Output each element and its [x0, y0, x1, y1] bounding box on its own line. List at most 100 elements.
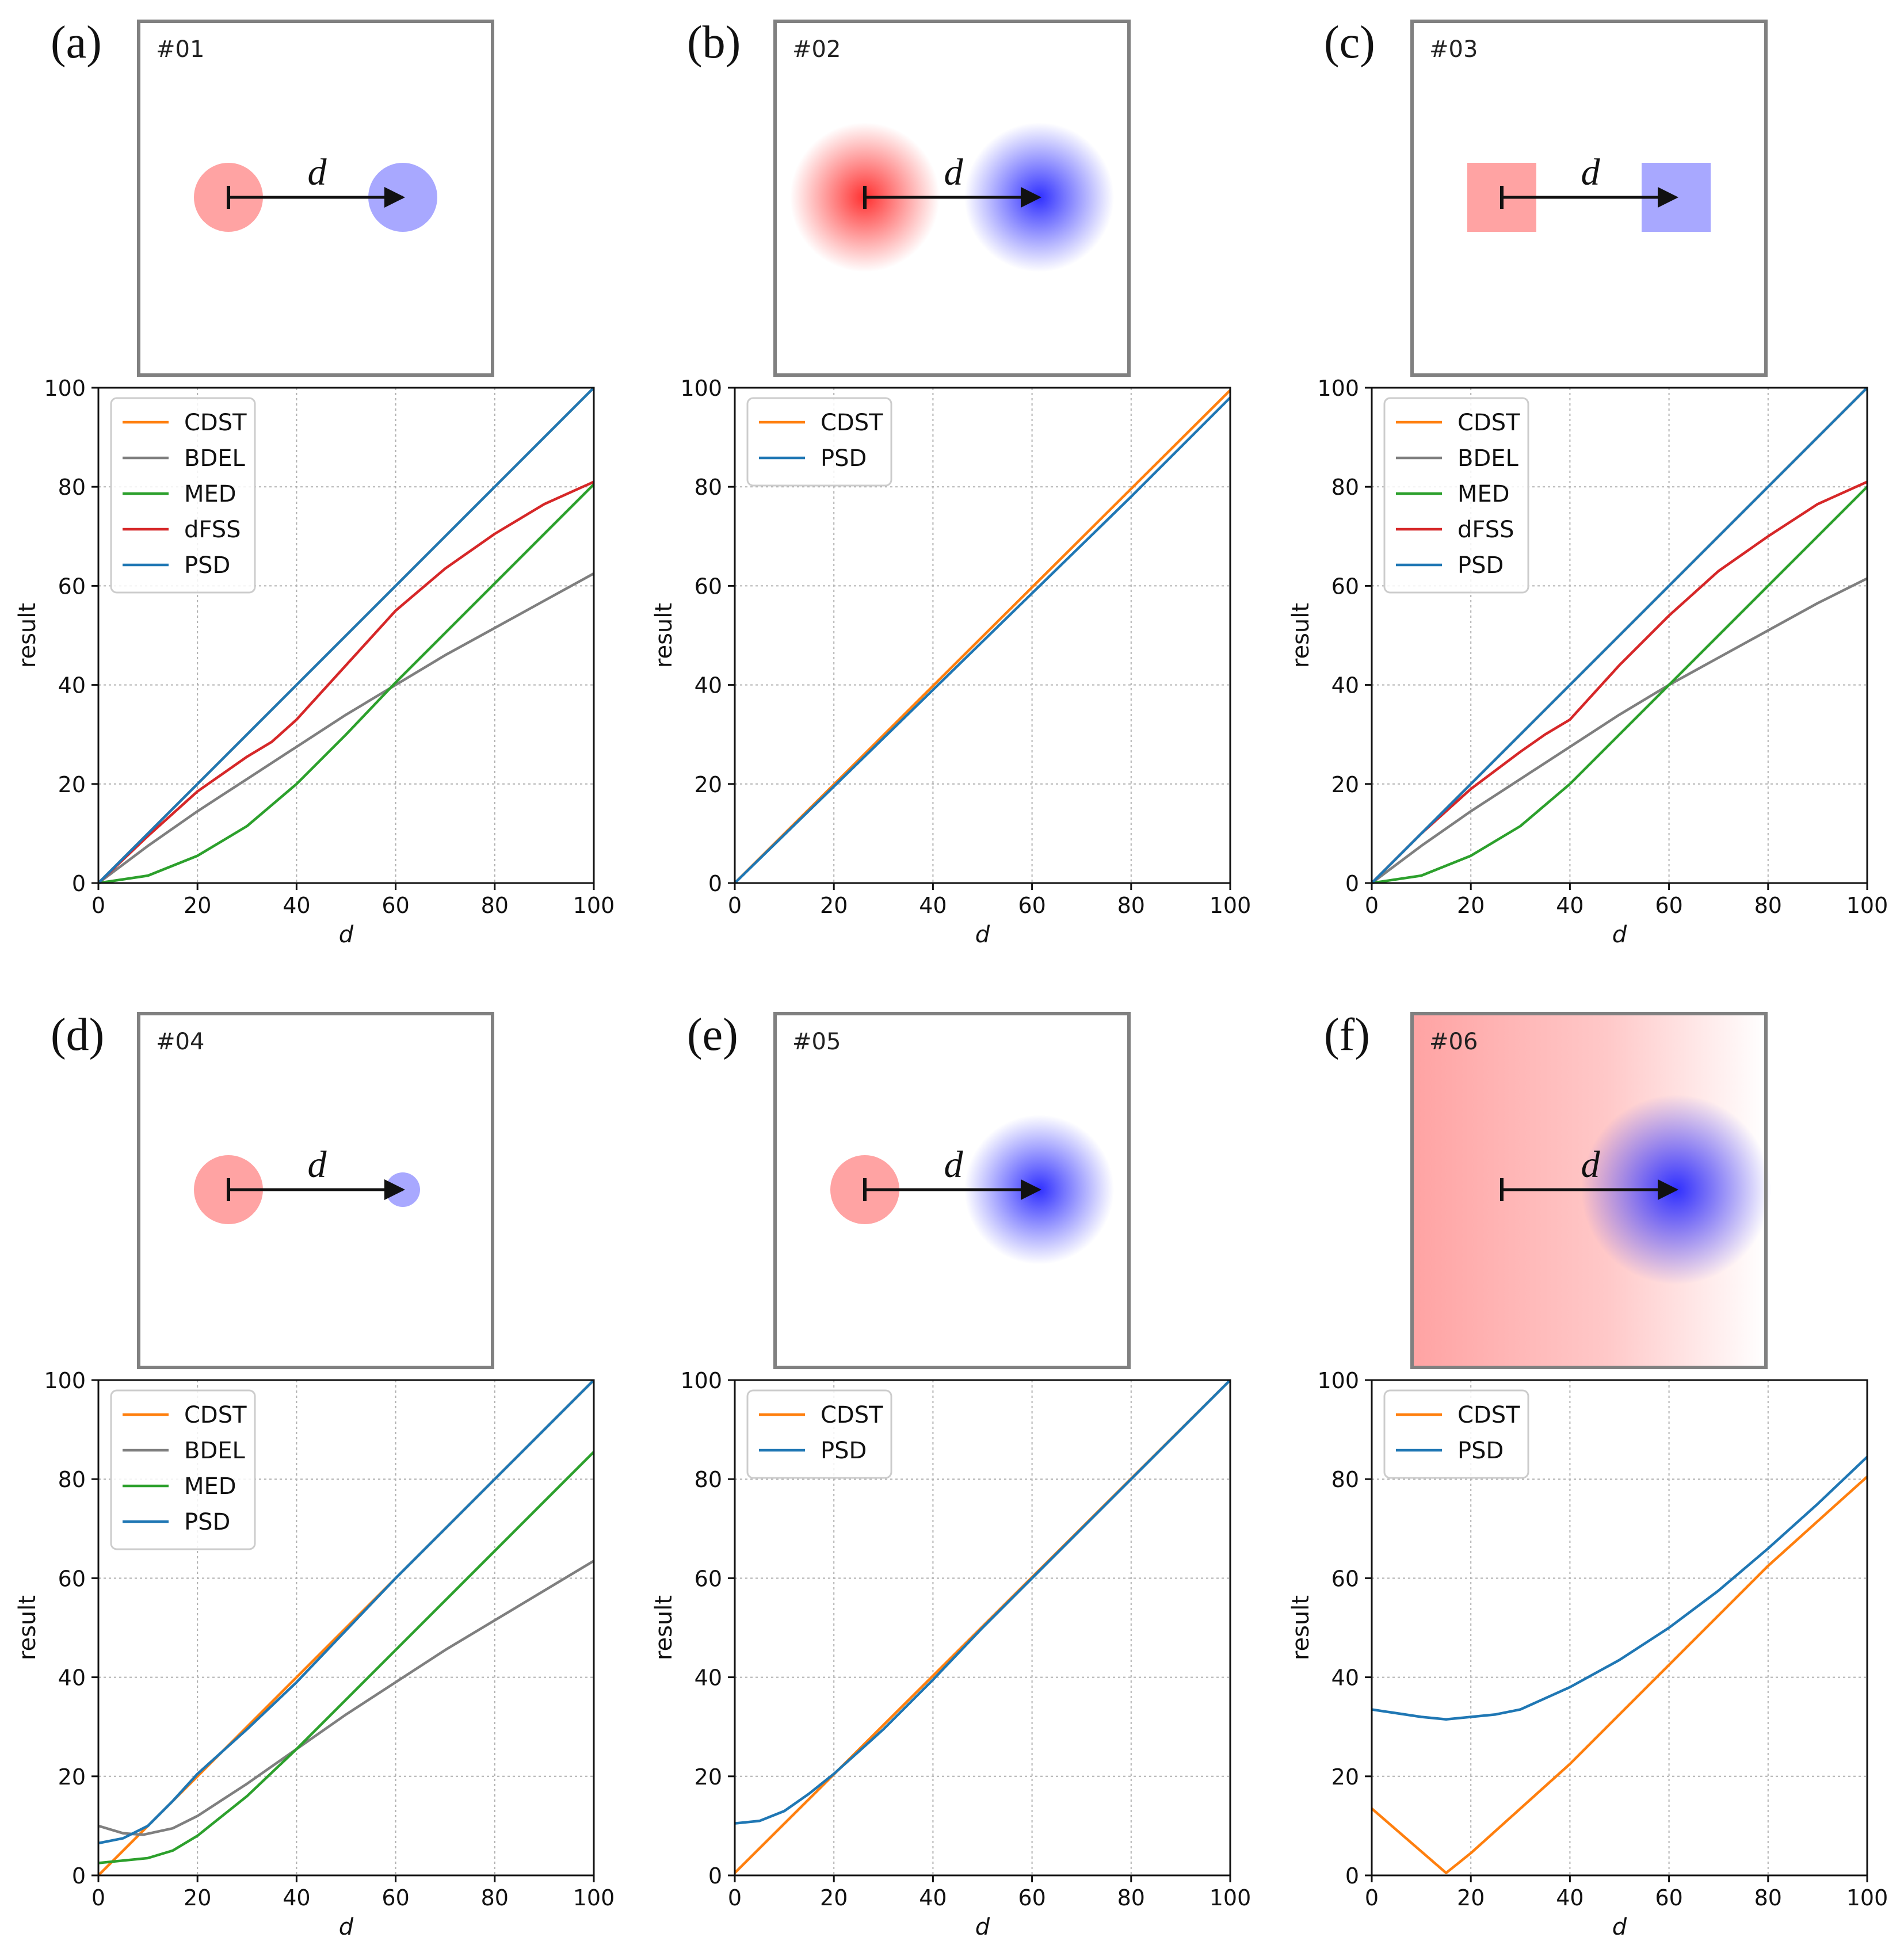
legend-label-cdst: CDST: [184, 1402, 247, 1428]
y-axis-label: result: [1288, 603, 1314, 668]
scene-id: #04: [156, 1029, 204, 1055]
scene-frame: [1410, 1012, 1768, 1369]
panel-label: (d): [51, 1010, 104, 1060]
plot-frame: [1371, 387, 1868, 884]
x-tick-label: 40: [283, 893, 310, 918]
legend-label-med: MED: [1457, 481, 1510, 507]
y-tick-label: 80: [1331, 475, 1359, 500]
panel-label: (e): [687, 1010, 738, 1060]
plot-frame: [97, 387, 595, 884]
y-tick-label: 0: [708, 871, 722, 896]
x-tick-label: 20: [1457, 893, 1485, 918]
legend-label-dfss: dFSS: [184, 517, 241, 543]
x-tick-label: 0: [91, 893, 105, 918]
x-axis-label: d: [1612, 1914, 1627, 1940]
legend-box: [1383, 397, 1529, 594]
y-tick-label: 40: [58, 1665, 86, 1691]
panel-b: (b) d #02 0 20 40 60 80 100 0 20 40 60 80 100 d result CD…: [651, 17, 1251, 948]
chart-d: 0 20 40 60 80 100 0 20 40 60 80 100 d result CDST BDEL M…: [14, 1368, 615, 1940]
legend-label-cdst: CDST: [1457, 1402, 1520, 1428]
y-tick-label: 20: [695, 772, 722, 797]
y-tick-label: 100: [1317, 1368, 1359, 1393]
x-axis-label: d: [339, 922, 354, 948]
x-tick-label: 60: [1018, 1885, 1046, 1910]
y-tick-label: 80: [695, 475, 722, 500]
x-tick-label: 60: [1018, 893, 1046, 918]
panel-f: (f) d #06 0 20 40 60 80 100 0 20 40 60 80 100 d result CD…: [1288, 1010, 1888, 1940]
legend-box: [1383, 1389, 1529, 1479]
distance-label: d: [1581, 1144, 1601, 1186]
y-tick-label: 20: [1331, 1764, 1359, 1790]
y-tick-label: 60: [58, 574, 86, 599]
scene-frame: [1410, 20, 1768, 377]
x-tick-label: 20: [184, 1885, 211, 1910]
x-tick-label: 20: [820, 893, 848, 918]
x-tick-label: 100: [573, 893, 615, 918]
plot-frame: [734, 1379, 1231, 1877]
y-tick-label: 60: [1331, 1566, 1359, 1591]
x-tick-label: 0: [1365, 1885, 1379, 1910]
y-tick-label: 40: [58, 673, 86, 698]
y-tick-label: 40: [695, 1665, 722, 1691]
y-tick-label: 100: [680, 376, 722, 401]
x-tick-label: 60: [1655, 893, 1682, 918]
x-tick-label: 100: [573, 1885, 615, 1910]
legend-label-bdel: BDEL: [184, 1438, 246, 1464]
arrow-head: [1658, 1179, 1678, 1200]
scene-id: #01: [156, 36, 204, 63]
x-tick-label: 80: [1754, 893, 1782, 918]
legend-label-bdel: BDEL: [184, 445, 246, 472]
x-tick-label: 40: [1556, 1885, 1584, 1910]
legend-label-bdel: BDEL: [1457, 445, 1519, 472]
x-tick-label: 80: [481, 1885, 509, 1910]
scene-illustration: d #03: [1410, 20, 1768, 377]
legend: CDST BDEL MED PSD: [110, 1389, 256, 1550]
x-axis-label: d: [975, 1914, 990, 1940]
legend-label-cdst: CDST: [184, 410, 247, 436]
distance-label: d: [944, 151, 964, 193]
series-line-psd: [1371, 387, 1868, 884]
scene-id: #06: [1429, 1029, 1478, 1055]
legend: CDST BDEL MED dFSS PSD: [1383, 397, 1529, 594]
legend-box: [746, 397, 892, 487]
x-tick-label: 0: [728, 893, 742, 918]
legend-label-psd: PSD: [821, 1438, 867, 1464]
legend: CDST PSD: [746, 1389, 892, 1479]
arrow-head: [1658, 187, 1678, 208]
series-line-psd: [734, 396, 1231, 884]
legend: CDST BDEL MED dFSS PSD: [110, 397, 256, 594]
scene-id: #03: [1429, 36, 1478, 63]
y-tick-label: 40: [1331, 1665, 1359, 1691]
series-line-dfss: [97, 480, 594, 884]
y-tick-label: 60: [695, 1566, 722, 1591]
x-tick-label: 0: [91, 1885, 105, 1910]
distance-label: d: [1581, 151, 1601, 193]
x-tick-label: 20: [820, 1885, 848, 1910]
series-line-dfss: [1371, 480, 1868, 884]
y-tick-label: 100: [1317, 376, 1359, 401]
legend-label-med: MED: [184, 1473, 236, 1500]
distance-label: d: [308, 151, 327, 193]
plot-frame: [97, 1379, 595, 1877]
legend-label-dfss: dFSS: [1457, 517, 1514, 543]
y-tick-label: 20: [58, 772, 86, 797]
plot-frame: [734, 387, 1231, 884]
x-tick-label: 100: [1846, 893, 1888, 918]
series-line-psd: [1371, 1455, 1868, 1721]
scene-id: #05: [792, 1029, 841, 1055]
x-tick-label: 80: [481, 893, 509, 918]
arrow-head: [1021, 1179, 1041, 1200]
panel-label: (a): [51, 17, 102, 68]
y-tick-label: 80: [58, 1467, 86, 1492]
legend-label-med: MED: [184, 481, 236, 507]
panel-c: (c) d #03 0 20 40 60 80 100 0 20 40 60 80 100 d result CD…: [1288, 17, 1888, 948]
x-tick-label: 60: [1655, 1885, 1682, 1910]
x-tick-label: 60: [381, 893, 409, 918]
x-tick-label: 60: [381, 1885, 409, 1910]
arrow-head: [384, 1179, 405, 1200]
scene-illustration: d #05: [773, 1012, 1131, 1369]
x-tick-label: 80: [1754, 1885, 1782, 1910]
arrow-head: [384, 187, 405, 208]
series-line-bdel: [1371, 577, 1868, 884]
legend-label-cdst: CDST: [1457, 410, 1520, 436]
